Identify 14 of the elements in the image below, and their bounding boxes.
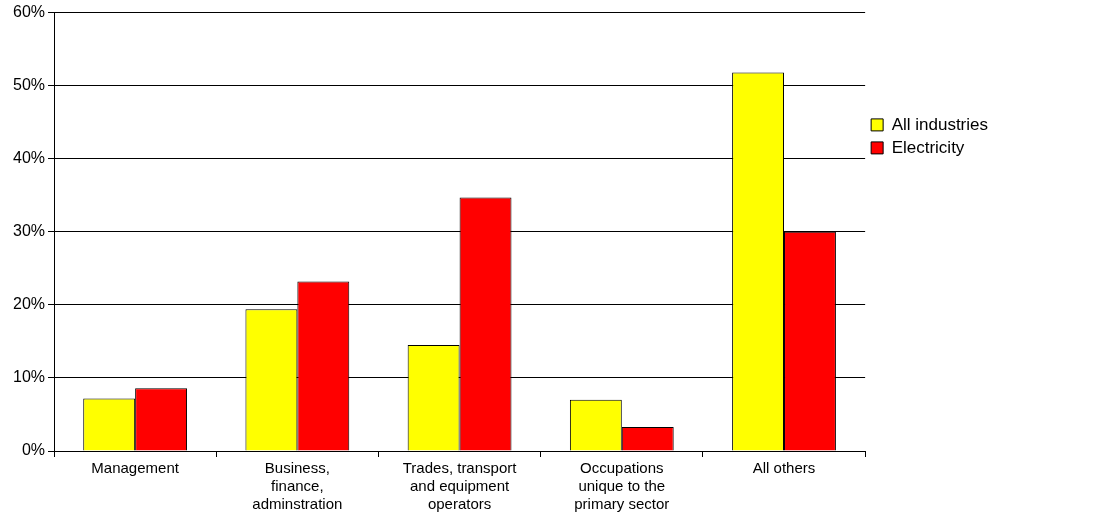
legend-label: All industries	[891, 114, 988, 134]
x-tick-label: Trades, transport and equipment operators	[402, 459, 518, 513]
y-tick-label: 30%	[12, 222, 46, 240]
x-tick-label: Management	[91, 459, 180, 477]
x-tick-label: Occupations unique to the primary sector	[574, 459, 670, 513]
legend-label: Electricity	[891, 137, 965, 157]
y-tick-label: 60%	[12, 3, 46, 21]
y-tick-label: 10%	[12, 368, 46, 386]
y-tick-label: 50%	[12, 76, 46, 94]
x-tick-label: All others	[752, 459, 816, 477]
y-tick-label: 40%	[12, 149, 46, 167]
y-tick-label: 0%	[21, 441, 46, 459]
x-tick-label: Business, finance, adminstration	[252, 459, 343, 513]
y-tick-label: 20%	[12, 295, 46, 313]
